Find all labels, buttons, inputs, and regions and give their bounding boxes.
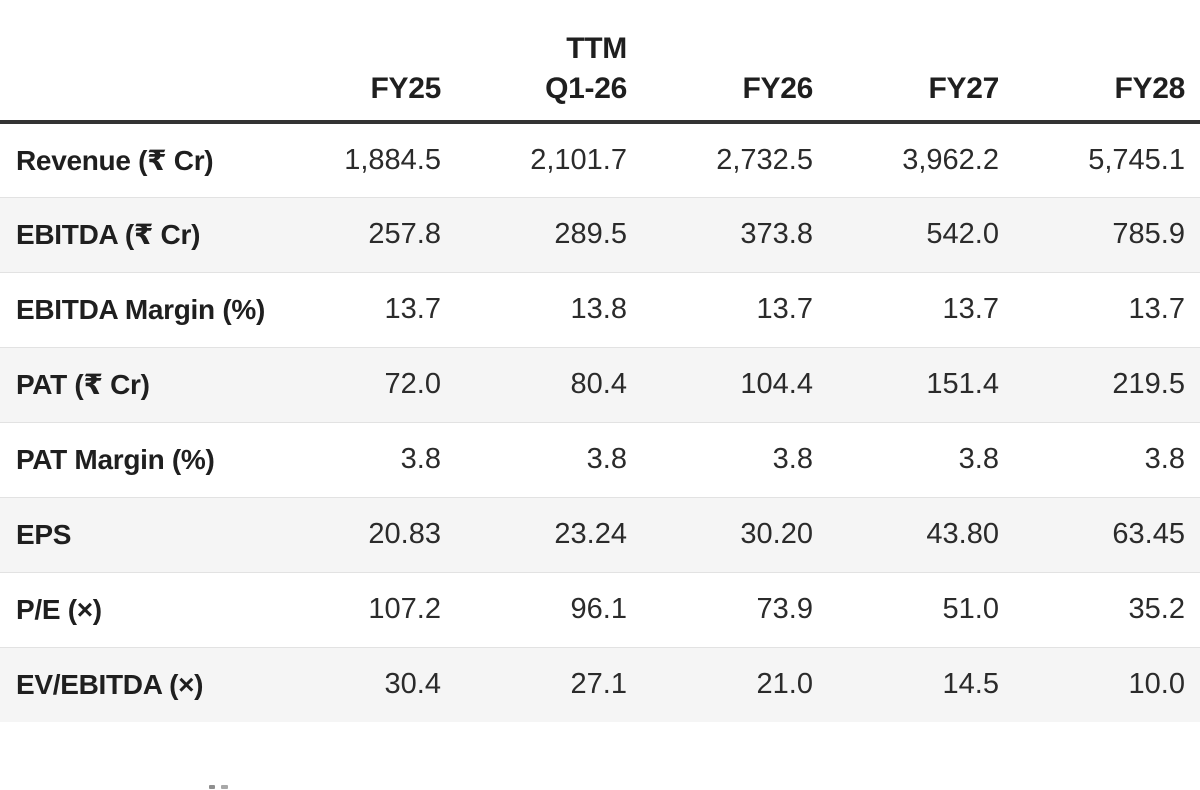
header-label: Q1-26	[545, 72, 627, 105]
table-row-ebitda: EBITDA (₹ Cr) 257.8 289.5 373.8 542.0 78…	[0, 197, 1200, 273]
table-row-revenue: Revenue (₹ Cr) 1,884.5 2,101.7 2,732.5 3…	[0, 122, 1200, 198]
header-label: FY26	[742, 72, 813, 105]
value-cell: 30.4	[384, 668, 441, 701]
table-row-ev-ebitda: EV/EBITDA (×) 30.4 27.1 21.0 14.5 10.0	[0, 647, 1200, 722]
value-cell: 96.1	[456, 572, 642, 648]
value-cell: 27.1	[570, 668, 627, 701]
value-cell: 2,732.5	[642, 122, 828, 198]
value-cell: 151.4	[828, 347, 1014, 423]
value-cell: 80.4	[456, 347, 642, 423]
header-label: FY28	[1114, 72, 1185, 105]
value-cell: 373.8	[642, 197, 828, 273]
value-cell: 21.0	[756, 668, 813, 701]
row-label: EV/EBITDA (×)	[16, 668, 204, 700]
value-cell: 51.0	[828, 572, 1014, 648]
table-row-pe: P/E (×) 107.2 96.1 73.9 51.0 35.2	[0, 572, 1200, 648]
row-label: P/E (×)	[0, 572, 270, 648]
row-label: PAT Margin (%)	[0, 422, 270, 498]
header-top-label: TTM	[566, 32, 627, 65]
row-label: EPS	[0, 497, 270, 573]
value-cell: 10.0	[1128, 668, 1185, 701]
header-cell-fy26: FY26	[642, 0, 828, 124]
value-cell: 13.7	[828, 272, 1014, 348]
value-cell: 3.8	[456, 422, 642, 498]
value-cell: 30.20	[642, 497, 828, 573]
value-cell: 23.24	[456, 497, 642, 573]
value-cell: 13.7	[642, 272, 828, 348]
value-cell: 219.5	[1014, 347, 1200, 423]
value-cell: 257.8	[270, 197, 456, 273]
table-row-ebitda-margin: EBITDA Margin (%) 13.7 13.8 13.7 13.7 13…	[0, 272, 1200, 348]
header-cell-fy28: FY28	[1014, 0, 1200, 124]
value-cell: 35.2	[1014, 572, 1200, 648]
table-row-pat-margin: PAT Margin (%) 3.8 3.8 3.8 3.8 3.8	[0, 422, 1200, 498]
header-cell-fy25: FY25	[270, 0, 456, 124]
value-cell: 13.7	[270, 272, 456, 348]
table-row-pat: PAT (₹ Cr) 72.0 80.4 104.4 151.4 219.5	[0, 347, 1200, 423]
value-cell: 107.2	[270, 572, 456, 648]
value-cell: 20.83	[270, 497, 456, 573]
clipped-glyph-artifact	[209, 785, 215, 789]
row-label: EBITDA (₹ Cr)	[0, 197, 270, 273]
financials-table: FY25 TTM Q1-26 FY26 FY27 FY28	[0, 0, 1200, 722]
value-cell: 5,745.1	[1014, 122, 1200, 198]
value-cell: 63.45	[1014, 497, 1200, 573]
value-cell: 14.5	[942, 668, 999, 701]
value-cell: 3,962.2	[828, 122, 1014, 198]
value-cell: 13.8	[456, 272, 642, 348]
header-empty-cell	[0, 0, 270, 124]
header-label: FY25	[370, 72, 441, 105]
table-row-eps: EPS 20.83 23.24 30.20 43.80 63.45	[0, 497, 1200, 573]
value-cell: 1,884.5	[270, 122, 456, 198]
value-cell: 104.4	[642, 347, 828, 423]
value-cell: 72.0	[270, 347, 456, 423]
header-label: FY27	[928, 72, 999, 105]
row-label: PAT (₹ Cr)	[0, 347, 270, 423]
header-cell-fy27: FY27	[828, 0, 1014, 124]
row-label: EBITDA Margin (%)	[0, 272, 270, 348]
clipped-glyph-artifact	[221, 785, 228, 789]
table-header-row: FY25 TTM Q1-26 FY26 FY27 FY28	[0, 0, 1200, 124]
value-cell: 3.8	[642, 422, 828, 498]
value-cell: 13.7	[1014, 272, 1200, 348]
value-cell: 289.5	[456, 197, 642, 273]
header-cell-ttm-q1-26: TTM Q1-26	[456, 0, 642, 124]
value-cell: 3.8	[270, 422, 456, 498]
value-cell: 542.0	[828, 197, 1014, 273]
value-cell: 73.9	[642, 572, 828, 648]
row-label: Revenue (₹ Cr)	[0, 122, 270, 198]
value-cell: 43.80	[828, 497, 1014, 573]
value-cell: 2,101.7	[456, 122, 642, 198]
value-cell: 785.9	[1014, 197, 1200, 273]
value-cell: 3.8	[828, 422, 1014, 498]
value-cell: 3.8	[1014, 422, 1200, 498]
